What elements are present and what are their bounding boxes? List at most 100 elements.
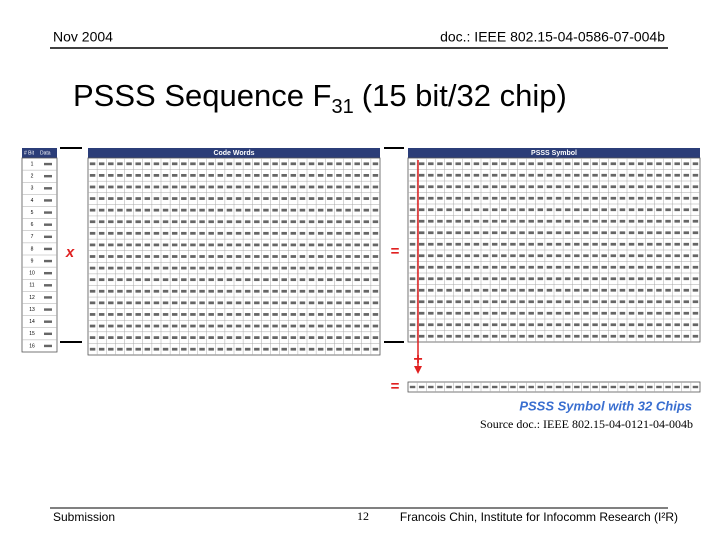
cell-mark — [126, 231, 132, 235]
cell-mark — [628, 385, 635, 389]
cell-mark — [464, 334, 471, 338]
cell-mark — [683, 323, 690, 327]
cell-mark — [619, 242, 626, 246]
cell-mark — [519, 277, 525, 281]
cell-mark — [610, 196, 617, 200]
cell-mark — [546, 385, 553, 389]
cell-mark — [190, 185, 196, 189]
table-header-text: Code Words — [213, 150, 254, 157]
cell-mark — [519, 162, 525, 166]
cell-mark — [345, 255, 351, 258]
cell-mark — [345, 220, 351, 224]
cell-mark — [610, 208, 617, 212]
cell-mark — [317, 173, 324, 177]
cell-mark — [674, 242, 680, 246]
cell-mark — [272, 255, 278, 258]
footer-right: Francois Chin, Institute for Infocomm Re… — [400, 510, 678, 524]
cell-mark — [656, 231, 662, 235]
cell-mark — [290, 289, 297, 293]
cell-mark — [89, 301, 96, 305]
cell-mark — [647, 254, 653, 258]
cell-mark — [418, 311, 425, 315]
cell-mark — [235, 278, 242, 282]
cell-mark — [418, 208, 425, 212]
row-number: 10 — [29, 271, 35, 277]
cell-mark — [153, 220, 160, 224]
cell-mark — [473, 334, 480, 338]
cell-mark — [98, 289, 105, 293]
cell-mark — [327, 162, 333, 166]
cell-mark — [482, 277, 489, 281]
cell-mark — [637, 323, 644, 327]
cell-mark — [372, 266, 379, 270]
cell-mark — [528, 311, 534, 315]
cell-mark — [418, 254, 425, 258]
cell-mark — [546, 173, 553, 177]
cell-mark — [537, 254, 544, 258]
cell-mark — [372, 301, 379, 305]
cell-mark — [235, 313, 242, 316]
cell-mark — [491, 323, 498, 327]
cell-mark — [217, 208, 224, 212]
cell-mark — [290, 231, 297, 235]
cell-mark — [674, 185, 680, 189]
cell-mark — [153, 336, 160, 340]
cell-mark — [190, 289, 196, 293]
cell-mark — [44, 344, 52, 348]
cell-mark — [510, 219, 516, 223]
cell-mark — [446, 323, 452, 327]
cell-mark — [683, 185, 690, 189]
cell-mark — [455, 162, 461, 166]
cell-mark — [272, 336, 278, 340]
cell-mark — [299, 208, 306, 212]
cell-mark — [272, 208, 278, 212]
cell-mark — [574, 300, 580, 304]
cell-mark — [610, 277, 617, 281]
cell-mark — [336, 231, 342, 235]
cell-mark — [674, 277, 680, 281]
cell-mark — [610, 265, 617, 269]
cell-mark — [208, 336, 214, 340]
cell-mark — [327, 208, 333, 212]
cell-mark — [44, 199, 52, 202]
cell-mark — [354, 255, 360, 258]
cell-mark — [528, 385, 534, 389]
cell-mark — [601, 334, 607, 338]
cell-mark — [546, 231, 553, 235]
cell-mark — [546, 208, 553, 212]
cell-mark — [190, 208, 196, 212]
cell-mark — [308, 185, 315, 189]
cell-mark — [153, 185, 160, 189]
cell-mark — [637, 219, 644, 223]
cell-mark — [683, 162, 690, 166]
cell-mark — [181, 289, 187, 293]
cell-mark — [126, 173, 132, 177]
cell-mark — [153, 347, 160, 351]
cell-mark — [345, 289, 351, 293]
cell-mark — [235, 301, 242, 305]
cell-mark — [117, 313, 123, 316]
cell-mark — [528, 173, 534, 177]
cell-mark — [656, 254, 662, 258]
row-number: 9 — [31, 258, 34, 264]
cell-mark — [281, 301, 287, 305]
cell-mark — [290, 278, 297, 282]
cell-mark — [583, 277, 589, 281]
cell-mark — [437, 300, 443, 304]
cell-mark — [190, 243, 196, 247]
cell-mark — [674, 300, 680, 304]
cell-mark — [409, 254, 416, 258]
cell-mark — [327, 220, 333, 224]
cell-mark — [601, 385, 607, 389]
cell-mark — [528, 219, 534, 223]
cell-mark — [601, 288, 607, 292]
cell-mark — [446, 334, 452, 338]
cell-mark — [190, 255, 196, 258]
cell-mark — [98, 255, 105, 258]
cell-mark — [162, 278, 169, 282]
cell-mark — [619, 219, 626, 223]
cell-mark — [162, 208, 169, 212]
cell-mark — [181, 162, 187, 166]
cell-mark — [144, 313, 151, 316]
